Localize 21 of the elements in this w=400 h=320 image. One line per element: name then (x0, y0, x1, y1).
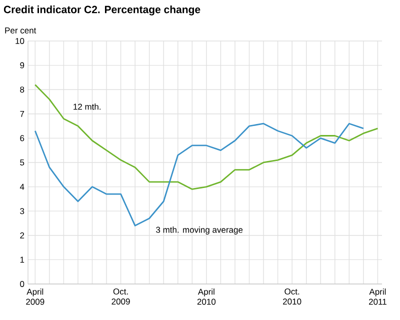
line-series (34, 122, 364, 226)
y-tick-label: 5 (20, 160, 24, 166)
series-label: 12 mth. (74, 103, 100, 110)
y-tick-label: 8 (20, 86, 24, 93)
chart-title: Credit indicator C2. Percentage change (4, 6, 200, 16)
y-tick-label: 7 (20, 110, 24, 117)
x-tick-label: April 2011 (368, 288, 386, 305)
x-tick-label: April 2010 (197, 288, 216, 305)
x-tick-label: April 2009 (26, 288, 44, 305)
series-label: 3 mth. moving average (156, 226, 243, 234)
x-tick-label: Oct. 2010 (283, 288, 302, 305)
y-tick-label: 9 (20, 62, 24, 68)
y-axis-title: Per cent (5, 28, 36, 34)
y-tick-label: 4 (20, 184, 24, 190)
y-tick-label: 10 (16, 38, 24, 44)
y-tick-label: 0 (20, 280, 24, 287)
x-tick-label: Oct. 2009 (112, 288, 130, 305)
y-tick-label: 6 (20, 135, 24, 142)
y-tick-label: 1 (20, 256, 24, 263)
y-tick-label: 2 (20, 232, 24, 238)
y-tick-label: 3 (20, 208, 24, 214)
